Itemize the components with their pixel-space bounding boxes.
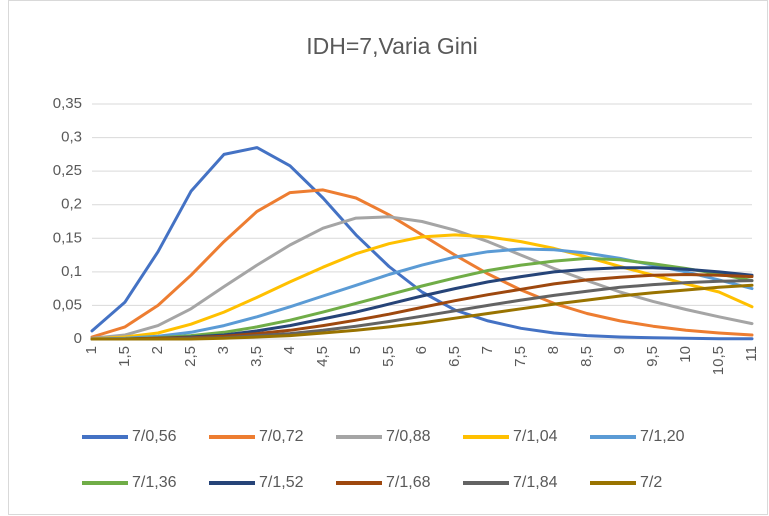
legend-label: 7/0,88 <box>386 428 431 445</box>
x-tick-label: 5 <box>347 346 364 354</box>
x-tick-label: 7 <box>479 346 496 354</box>
series-line <box>90 146 754 341</box>
x-tick-label: 6,5 <box>446 346 463 367</box>
legend-label: 7/1,68 <box>386 474 431 491</box>
y-tick-label: 0,2 <box>61 196 82 213</box>
x-tick-label: 3 <box>215 346 232 354</box>
x-tick-label: 6 <box>413 346 430 354</box>
x-tick-label: 9 <box>611 346 628 354</box>
chart-title: IDH=7,Varia Gini <box>306 33 478 59</box>
x-tick-label: 4,5 <box>314 346 331 367</box>
legend-label: 7/0,56 <box>132 428 177 445</box>
x-tick-label: 4 <box>281 346 298 354</box>
legend-label: 7/1,04 <box>513 428 558 445</box>
series-line <box>90 188 754 339</box>
x-tick-label: 1,5 <box>116 346 133 367</box>
series-line <box>90 283 754 341</box>
x-tick-label: 5,5 <box>380 346 397 367</box>
legend-label: 7/0,72 <box>259 428 304 445</box>
x-tick-label: 8 <box>545 346 562 354</box>
x-tick-label: 2 <box>149 346 166 354</box>
y-tick-label: 0,35 <box>53 95 82 112</box>
y-tick-label: 0,05 <box>53 296 82 313</box>
x-tick-label: 8,5 <box>578 346 595 367</box>
x-tick-label: 11 <box>743 346 760 362</box>
legend-label: 7/1,20 <box>640 428 685 445</box>
x-tick-label: 10,5 <box>710 346 727 375</box>
chart-frame <box>8 0 768 515</box>
x-tick-label: 10 <box>677 346 694 363</box>
y-tick-label: 0,25 <box>53 162 82 179</box>
y-tick-label: 0,3 <box>61 129 82 146</box>
legend-label: 7/1,84 <box>513 474 558 491</box>
x-tick-label: 2,5 <box>182 346 199 367</box>
y-tick-label: 0 <box>74 330 82 347</box>
series-line <box>90 215 754 340</box>
x-tick-label: 7,5 <box>512 346 529 367</box>
x-tick-label: 9,5 <box>644 346 661 367</box>
y-tick-label: 0,15 <box>53 229 82 246</box>
legend-label: 7/2 <box>640 474 662 491</box>
legend-label: 7/1,36 <box>132 474 177 491</box>
series-line <box>90 233 754 341</box>
x-tick-label: 1 <box>83 346 100 354</box>
y-tick-label: 0,1 <box>61 263 82 280</box>
legend-label: 7/1,52 <box>259 474 304 491</box>
series-line <box>90 256 754 341</box>
x-tick-label: 3,5 <box>248 346 265 367</box>
